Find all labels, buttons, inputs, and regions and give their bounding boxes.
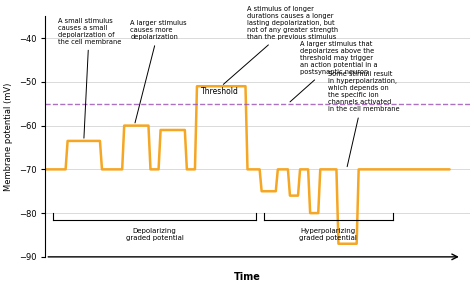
Y-axis label: Membrane potential (mV): Membrane potential (mV) — [4, 82, 13, 191]
Text: Time: Time — [234, 272, 261, 282]
Text: Threshold: Threshold — [201, 87, 239, 96]
Text: A small stimulus
causes a small
depolarization of
the cell membrane: A small stimulus causes a small depolari… — [57, 18, 121, 138]
Text: A larger stimulus
causes more
depolarization: A larger stimulus causes more depolariza… — [130, 20, 187, 123]
Text: Some stimuli result
in hyperpolarization,
which depends on
the specific ion
chan: Some stimuli result in hyperpolarization… — [328, 72, 400, 167]
Text: A stimulus of longer
durations causes a longer
lasting depolarization, but
not o: A stimulus of longer durations causes a … — [223, 6, 338, 84]
Text: Depolarizing
graded potential: Depolarizing graded potential — [126, 229, 183, 241]
Text: Hyperpolarizing
graded potential: Hyperpolarizing graded potential — [300, 229, 357, 241]
Text: A larger stimulus that
depolarizes above the
threshold may trigger
an action pot: A larger stimulus that depolarizes above… — [290, 41, 378, 102]
